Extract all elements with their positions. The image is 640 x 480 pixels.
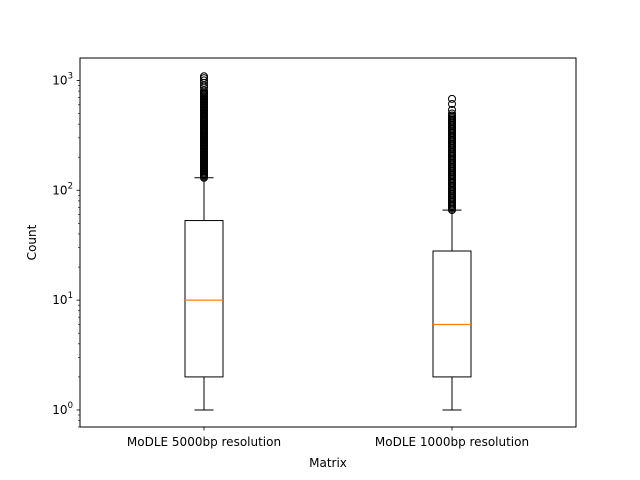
- x-tick-label: MoDLE 1000bp resolution: [375, 435, 529, 449]
- y-tick-label: 103: [52, 71, 73, 87]
- outlier-point: [448, 111, 456, 120]
- plot-frame: [79, 57, 577, 428]
- plot-layer: [184, 72, 472, 411]
- iqr-box: [184, 220, 224, 378]
- outlier-point: [448, 109, 456, 118]
- outlier-point: [448, 94, 456, 103]
- y-tick-label: 101: [52, 291, 73, 307]
- x-axis-label: Matrix: [309, 456, 347, 470]
- outlier-point: [448, 105, 456, 114]
- outlier-point: [200, 86, 208, 95]
- y-tick-label: 102: [52, 181, 73, 197]
- y-tick-label: 100: [52, 401, 73, 417]
- tick-layer: 100 101 102 103 MoDLE 5000bp resolution MoDLE…: [52, 71, 529, 449]
- y-axis-label: Count: [25, 224, 39, 260]
- outlier-point: [200, 72, 208, 81]
- outlier-point: [200, 76, 208, 85]
- x-tick-label: MoDLE 5000bp resolution: [127, 435, 281, 449]
- iqr-box: [432, 250, 472, 378]
- outlier-point: [448, 100, 456, 109]
